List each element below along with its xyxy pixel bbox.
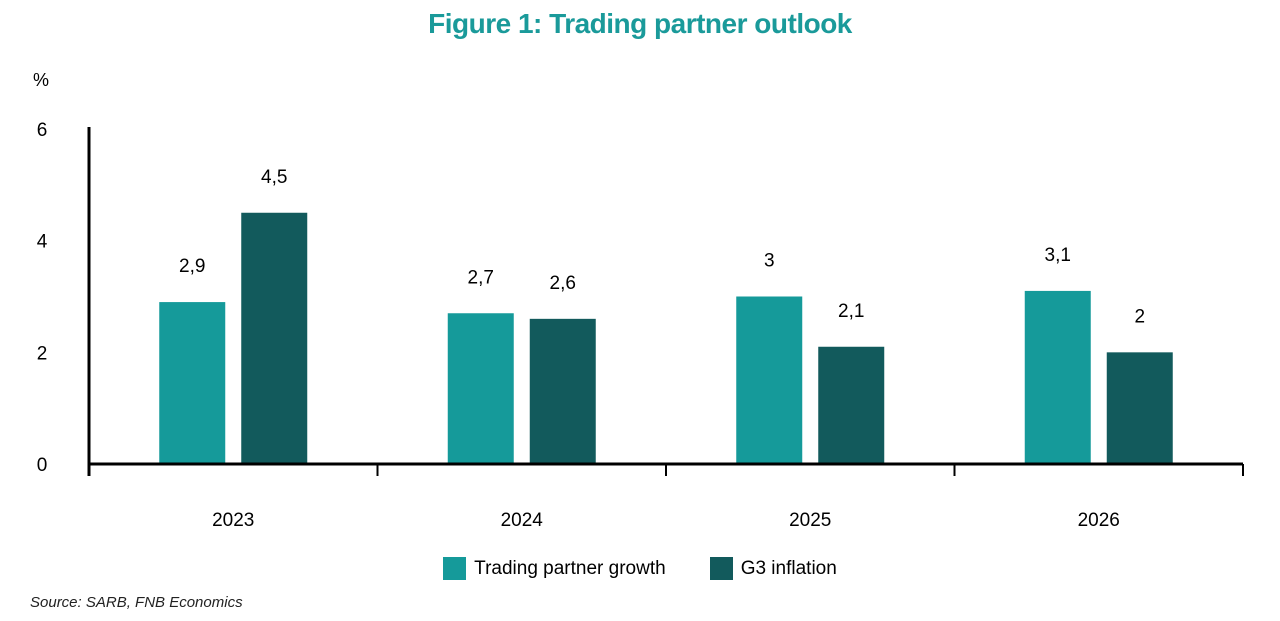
data-label-inflation-2023: 4,5 [261,167,287,188]
bar-inflation-2024 [529,318,596,464]
data-label-inflation-2026: 2 [1134,306,1145,327]
x-tick-label-2025: 2025 [789,510,831,531]
data-label-inflation-2024: 2,6 [550,273,576,294]
y-tick-label-2: 2 [37,343,48,364]
legend-item-growth: Trading partner growth [443,557,666,580]
legend-item-inflation: G3 inflation [709,557,837,580]
y-tick-label-0: 0 [37,455,48,476]
bar-growth-2023 [159,302,226,464]
x-tick-label-2024: 2024 [501,510,544,531]
data-label-growth-2026: 3,1 [1045,245,1071,266]
chart-title: Figure 1: Trading partner outlook [428,8,852,39]
x-tick-label-2026: 2026 [1078,510,1120,531]
y-axis-unit-label: % [33,70,50,90]
y-tick-label-4: 4 [37,232,48,253]
data-label-growth-2024: 2,7 [468,267,494,288]
legend-label-inflation: G3 inflation [740,557,837,579]
bar-inflation-2025 [818,346,885,464]
x-tick-label-2023: 2023 [212,510,254,531]
bar-growth-2026 [1024,290,1091,464]
data-label-growth-2023: 2,9 [179,256,205,277]
source-note: Source: SARB, FNB Economics [30,594,243,611]
y-tick-label-6: 6 [37,120,48,141]
legend: Trading partner growth G3 inflation [0,557,1280,580]
bar-inflation-2023 [241,212,308,464]
legend-label-growth: Trading partner growth [474,557,666,579]
bar-inflation-2026 [1106,352,1173,464]
legend-swatch-inflation [709,557,733,580]
legend-swatch-growth [443,557,467,580]
bar-growth-2025 [736,296,803,464]
data-label-inflation-2025: 2,1 [838,301,864,322]
bar-growth-2024 [447,313,514,464]
data-label-growth-2025: 3 [764,251,775,272]
